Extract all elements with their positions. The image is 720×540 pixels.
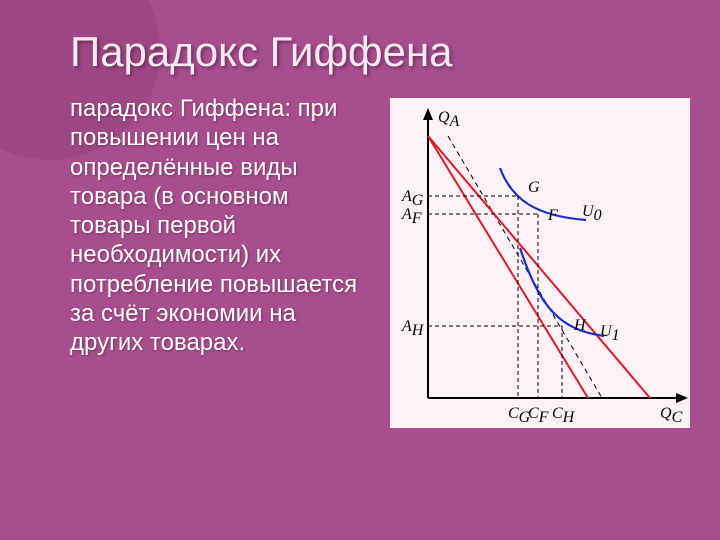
x-tick-labels: CGCFCH: [508, 405, 576, 426]
title-area: Парадокс Гиффена: [0, 0, 720, 86]
giffen-chart: GFH QA QC AGAFAH CGCFCH U0U1: [390, 98, 690, 428]
point-label-F: F: [547, 207, 558, 224]
chart-svg: GFH QA QC AGAFAH CGCFCH U0U1: [390, 98, 690, 428]
point-label-G: G: [528, 179, 540, 196]
slide-body-text: парадокс Гиффена: при повышении цен на о…: [70, 94, 372, 510]
slide: Парадокс Гиффена парадокс Гиффена: при п…: [0, 0, 720, 540]
slide-title: Парадокс Гиффена: [70, 28, 680, 76]
point-label-H: H: [573, 317, 587, 334]
content-row: парадокс Гиффена: при повышении цен на о…: [0, 86, 720, 540]
